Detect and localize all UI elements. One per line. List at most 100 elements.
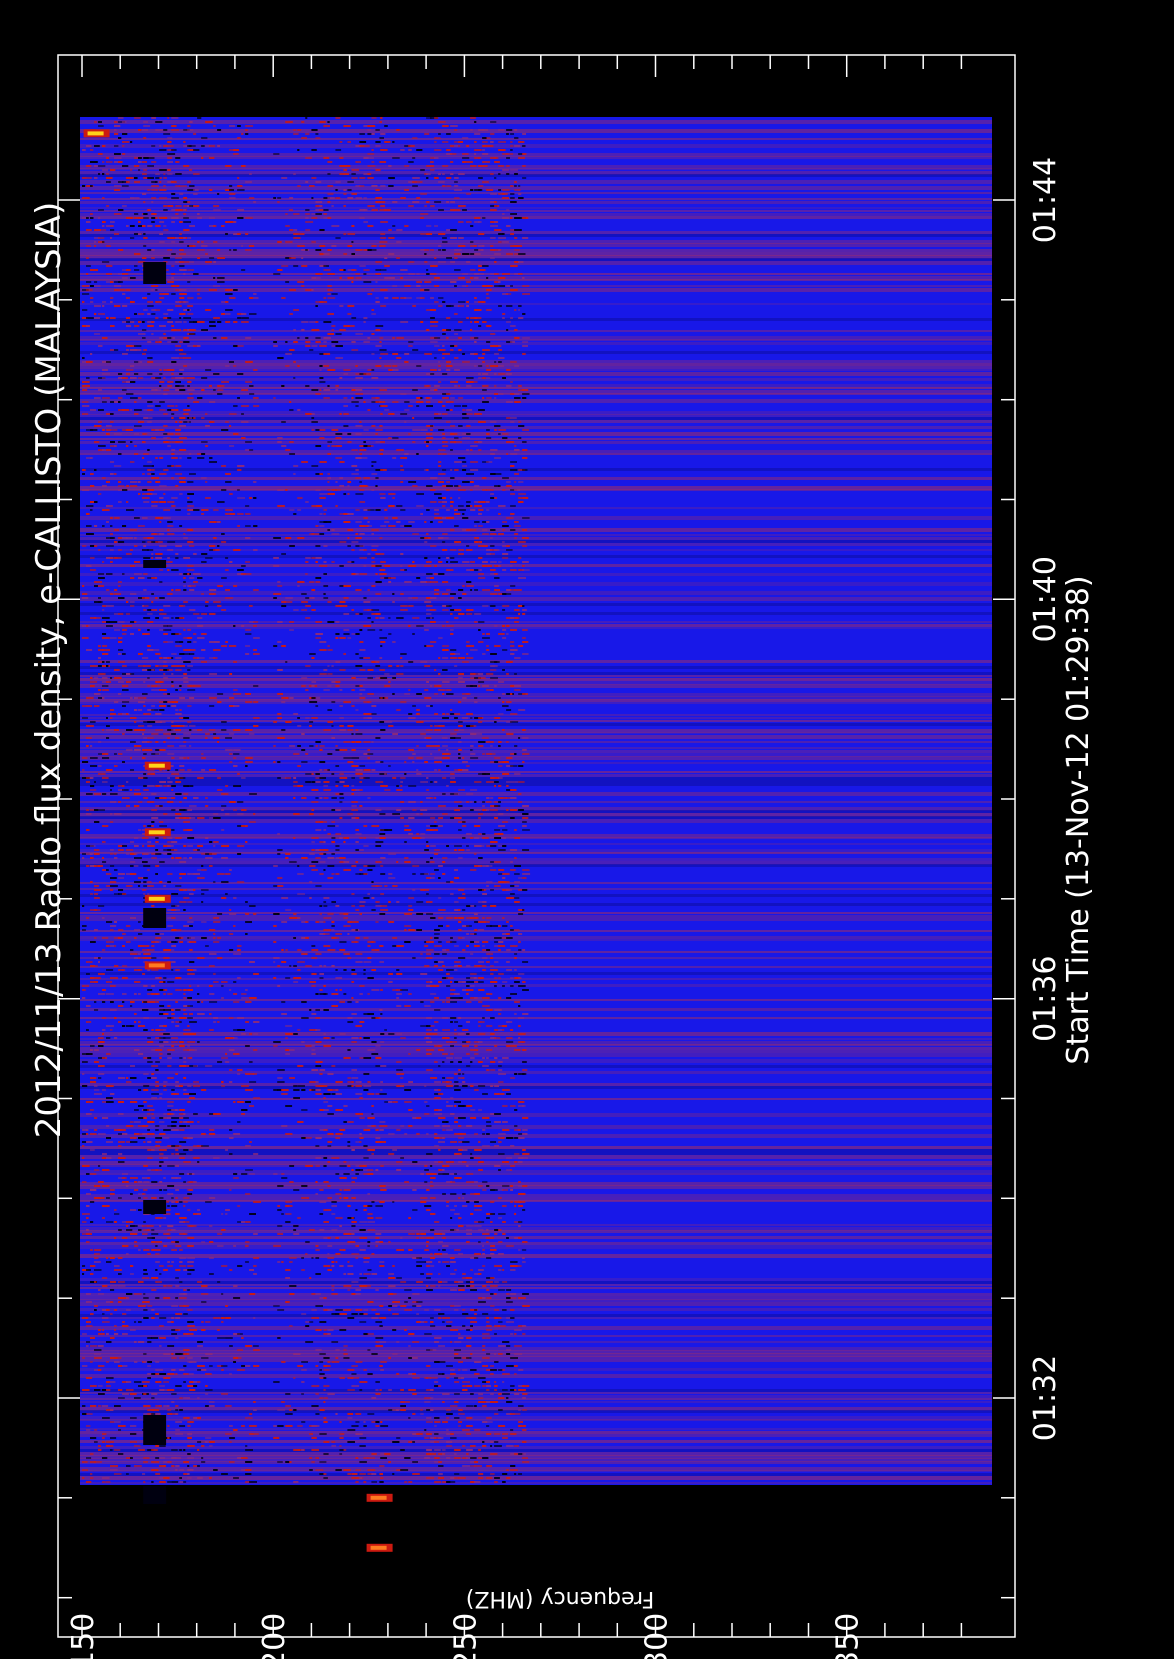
noise-cell <box>102 361 110 363</box>
noise-cell <box>90 665 98 667</box>
noise-cell <box>363 273 367 275</box>
noise-cell <box>375 885 383 887</box>
noise-cell <box>175 1109 178 1111</box>
noise-cell <box>183 585 186 587</box>
noise-cell <box>110 237 113 239</box>
noise-cell <box>297 745 301 747</box>
noise-cell <box>179 369 184 371</box>
noise-cell <box>142 497 150 499</box>
noise-cell <box>189 1013 193 1015</box>
noise-cell <box>375 861 382 863</box>
noise-cell <box>94 693 101 695</box>
noise-cell <box>118 281 123 283</box>
noise-cell <box>281 553 286 555</box>
noise-cell <box>311 533 320 535</box>
noise-cell <box>289 621 295 623</box>
time-stripe <box>80 420 992 423</box>
noise-cell <box>159 385 162 387</box>
noise-cell <box>375 477 379 479</box>
time-stripe <box>80 243 992 247</box>
noise-cell <box>167 541 176 543</box>
noise-cell <box>167 745 175 747</box>
noise-cell <box>155 785 161 787</box>
noise-cell <box>130 757 132 759</box>
noise-cell <box>351 941 357 943</box>
noise-cell <box>359 141 367 143</box>
noise-cell <box>237 1101 245 1103</box>
noise-cell <box>183 1089 187 1091</box>
noise-cell <box>98 577 105 579</box>
noise-cell <box>106 625 113 627</box>
noise-cell <box>225 597 234 599</box>
time-stripe <box>80 1161 992 1165</box>
noise-cell <box>175 1269 181 1271</box>
noise-cell <box>163 1089 167 1091</box>
noise-cell <box>171 929 177 931</box>
noise-cell <box>359 145 364 147</box>
noise-cell <box>343 405 348 407</box>
noise-cell <box>106 537 114 539</box>
noise-cell <box>209 865 213 867</box>
noise-cell <box>355 197 363 199</box>
noise-cell <box>138 525 145 527</box>
noise-cell <box>285 909 292 911</box>
noise-cell <box>351 1169 354 1171</box>
noise-cell <box>126 537 133 539</box>
noise-cell <box>355 841 359 843</box>
noise-cell <box>118 397 123 399</box>
noise-cell <box>209 257 215 259</box>
noise-cell <box>355 1421 360 1423</box>
time-stripe-dark <box>80 777 992 780</box>
noise-cell <box>90 1265 96 1267</box>
noise-cell <box>237 569 244 571</box>
noise-cell <box>311 329 320 331</box>
noise-cell <box>159 501 167 503</box>
noise-cell <box>138 953 141 955</box>
time-stripe <box>80 771 992 773</box>
time-stripe-dark <box>80 723 992 726</box>
noise-cell <box>327 865 335 867</box>
noise-cell <box>179 889 188 891</box>
noise-cell <box>130 1221 134 1223</box>
noise-cell <box>159 1133 166 1135</box>
noise-cell <box>183 1269 188 1271</box>
noise-cell <box>379 721 385 723</box>
noise-cell <box>241 1365 245 1367</box>
noise-cell <box>305 773 312 775</box>
noise-cell <box>380 133 386 135</box>
noise-cell <box>359 993 363 995</box>
noise-cell <box>82 385 90 387</box>
noise-cell <box>151 201 154 203</box>
noise-cell <box>110 925 117 927</box>
noise-cell <box>331 329 335 331</box>
noise-cell <box>163 661 167 663</box>
noise-cell <box>233 729 241 731</box>
noise-cell <box>327 333 334 335</box>
noise-cell <box>159 1149 167 1151</box>
noise-cell <box>147 177 154 179</box>
noise-cell <box>371 161 375 163</box>
noise-cell <box>159 1005 165 1007</box>
noise-cell <box>331 1441 336 1443</box>
noise-cell <box>175 713 182 715</box>
noise-cell <box>189 745 192 747</box>
noise-cell <box>249 449 254 451</box>
noise-cell <box>343 701 351 703</box>
noise-cell <box>183 1397 190 1399</box>
noise-cell <box>404 145 411 147</box>
noise-cell <box>189 961 195 963</box>
noise-cell <box>315 697 321 699</box>
noise-cell <box>90 217 94 219</box>
noise-cell <box>289 509 295 511</box>
noise-cell <box>122 133 128 135</box>
noise-cell <box>311 149 317 151</box>
noise-cell <box>213 241 218 243</box>
noise-cell <box>213 389 216 391</box>
noise-cell <box>183 653 190 655</box>
noise-cell <box>359 177 366 179</box>
noise-cell <box>143 1017 150 1019</box>
noise-cell <box>375 1389 379 1391</box>
noise-cell <box>363 157 369 159</box>
noise-cell <box>343 413 349 415</box>
noise-cell <box>359 1097 363 1099</box>
